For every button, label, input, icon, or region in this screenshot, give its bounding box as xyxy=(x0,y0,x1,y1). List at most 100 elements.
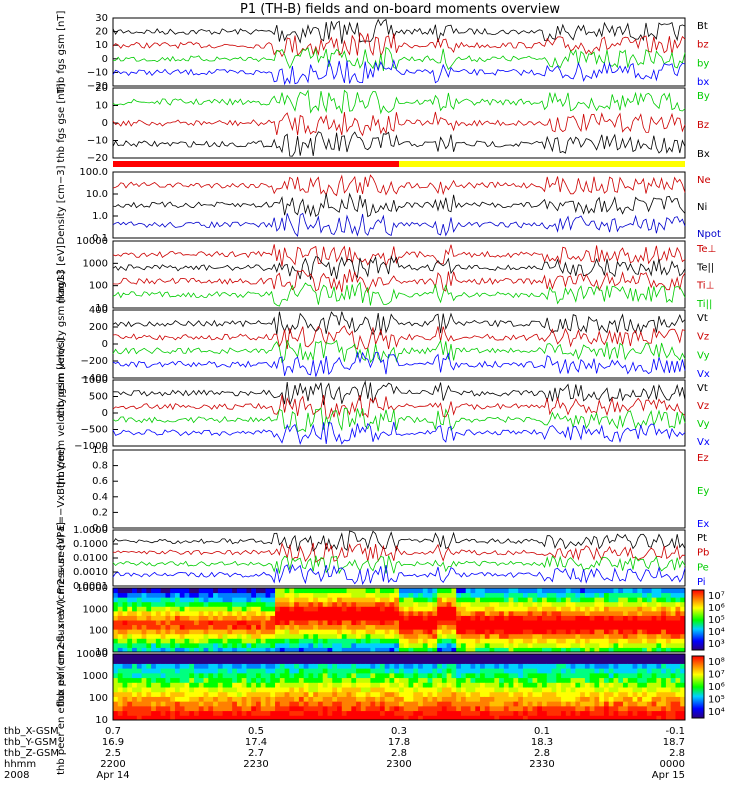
spectrogram-cell xyxy=(346,592,352,598)
spectrogram-cell xyxy=(460,687,467,693)
spectrogram-cell xyxy=(575,701,581,707)
spectrogram-cell xyxy=(346,638,352,644)
spectrogram-cell xyxy=(556,606,562,612)
spectrogram-cell xyxy=(456,606,462,612)
spectrogram-cell xyxy=(394,642,400,648)
spectrogram-cell xyxy=(437,647,443,653)
spectrogram-cell xyxy=(489,606,495,612)
spectrogram-cell xyxy=(542,654,548,660)
spectrogram-cell xyxy=(570,687,576,693)
spectrogram-cell xyxy=(232,588,238,594)
spectrogram-cell xyxy=(513,638,519,644)
spectrogram-cell xyxy=(174,601,181,607)
spectrogram-cell xyxy=(236,663,243,669)
spectrogram-cell xyxy=(341,647,348,653)
spectrogram-cell xyxy=(599,592,605,598)
spectrogram-cell xyxy=(136,654,143,660)
spectrogram-cell xyxy=(408,624,414,630)
spectrogram-cell xyxy=(599,663,605,669)
spectrogram-cell xyxy=(480,588,486,594)
spectrogram-cell xyxy=(198,691,205,697)
spectrogram-cell xyxy=(584,620,591,626)
spectrogram-cell xyxy=(551,691,557,697)
spectrogram-cell xyxy=(203,654,209,660)
spectrogram-cell xyxy=(584,691,591,697)
spectrogram-cell xyxy=(160,668,166,674)
spectrogram-cell xyxy=(537,647,543,653)
spectrogram-cell xyxy=(127,620,133,626)
spectrogram-cell xyxy=(284,588,290,594)
spectrogram-cell xyxy=(208,629,214,635)
spectrogram-cell xyxy=(356,610,362,616)
spectrogram-cell xyxy=(632,642,638,648)
spectrogram-cell xyxy=(322,691,328,697)
spectrogram-cell xyxy=(246,672,252,679)
spectrogram-cell xyxy=(213,597,219,603)
spectrogram-cell xyxy=(589,642,595,648)
spectrogram-cell xyxy=(575,668,581,674)
spectrogram-cell xyxy=(475,610,481,616)
spectrogram-cell xyxy=(375,696,381,702)
spectrogram-cell xyxy=(260,610,267,616)
spectrogram-cell xyxy=(356,715,362,721)
spectrogram-cell xyxy=(637,610,643,616)
spectrogram-cell xyxy=(618,654,624,660)
spectrogram-cell xyxy=(656,601,662,607)
spectrogram-cell xyxy=(351,624,357,630)
spectrogram-cell xyxy=(456,696,462,702)
spectrogram-cell xyxy=(246,682,252,688)
series-Bt xyxy=(112,18,686,44)
spectrogram-cell xyxy=(265,710,271,716)
y-tick-label: 0.4 xyxy=(92,492,108,503)
spectrogram-cell xyxy=(494,682,500,688)
spectrogram-cell xyxy=(141,606,147,612)
spectrogram-cell xyxy=(251,682,257,688)
spectrogram-cell xyxy=(370,668,376,674)
spectrogram-cell xyxy=(475,701,481,707)
spectrogram-cell xyxy=(665,677,672,683)
spectrogram-cell xyxy=(341,606,348,612)
legend-Bz: Bz xyxy=(697,120,709,131)
spectrogram-cell xyxy=(561,642,567,648)
spectrogram-cell xyxy=(241,672,247,679)
spectrogram-cell xyxy=(422,638,429,644)
spectrogram-cell xyxy=(556,663,562,669)
spectrogram-cell xyxy=(670,615,676,621)
spectrogram-cell xyxy=(165,615,171,621)
spectrogram-cell xyxy=(556,672,562,679)
spectrogram-cell xyxy=(522,620,529,626)
spectrogram-cell xyxy=(141,592,147,598)
spectrogram-cell xyxy=(113,663,119,669)
spectrogram-cell xyxy=(665,615,672,621)
spectrogram-cell xyxy=(332,701,338,707)
spectrogram-cell xyxy=(322,592,328,598)
spectrogram-cell xyxy=(503,588,510,594)
panel-pressure: Pressure [nPa] 1.00000.10000.01000.00100.… xyxy=(56,522,709,594)
spectrogram-cell xyxy=(265,620,271,626)
spectrogram-cell xyxy=(360,710,367,716)
spectrogram-cell xyxy=(217,633,224,639)
spectrogram-cell xyxy=(165,588,171,594)
spectrogram-cell xyxy=(141,629,147,635)
spectrogram-cell xyxy=(317,624,324,630)
spectrogram-cell xyxy=(642,701,648,707)
spectrogram-cell xyxy=(441,710,448,716)
spectrogram-cell xyxy=(451,601,457,607)
spectrogram-cell xyxy=(284,620,290,626)
spectrogram-cell xyxy=(384,682,390,688)
spectrogram-cell xyxy=(570,633,576,639)
spectrogram-cell xyxy=(494,638,500,644)
spectrogram-cell xyxy=(294,592,300,598)
spectrogram-cell xyxy=(646,687,653,693)
spectrogram-cell xyxy=(351,642,357,648)
spectrogram-cell xyxy=(389,687,395,693)
spectrogram-cell xyxy=(508,620,514,626)
spectrogram-cell xyxy=(351,633,357,639)
spectrogram-cell xyxy=(303,663,309,669)
spectrogram-cell xyxy=(194,633,200,639)
spectrogram-cell xyxy=(389,624,395,630)
spectrogram-cell xyxy=(122,647,128,653)
spectrogram-cell xyxy=(327,682,333,688)
spectrogram-cell xyxy=(465,620,471,626)
